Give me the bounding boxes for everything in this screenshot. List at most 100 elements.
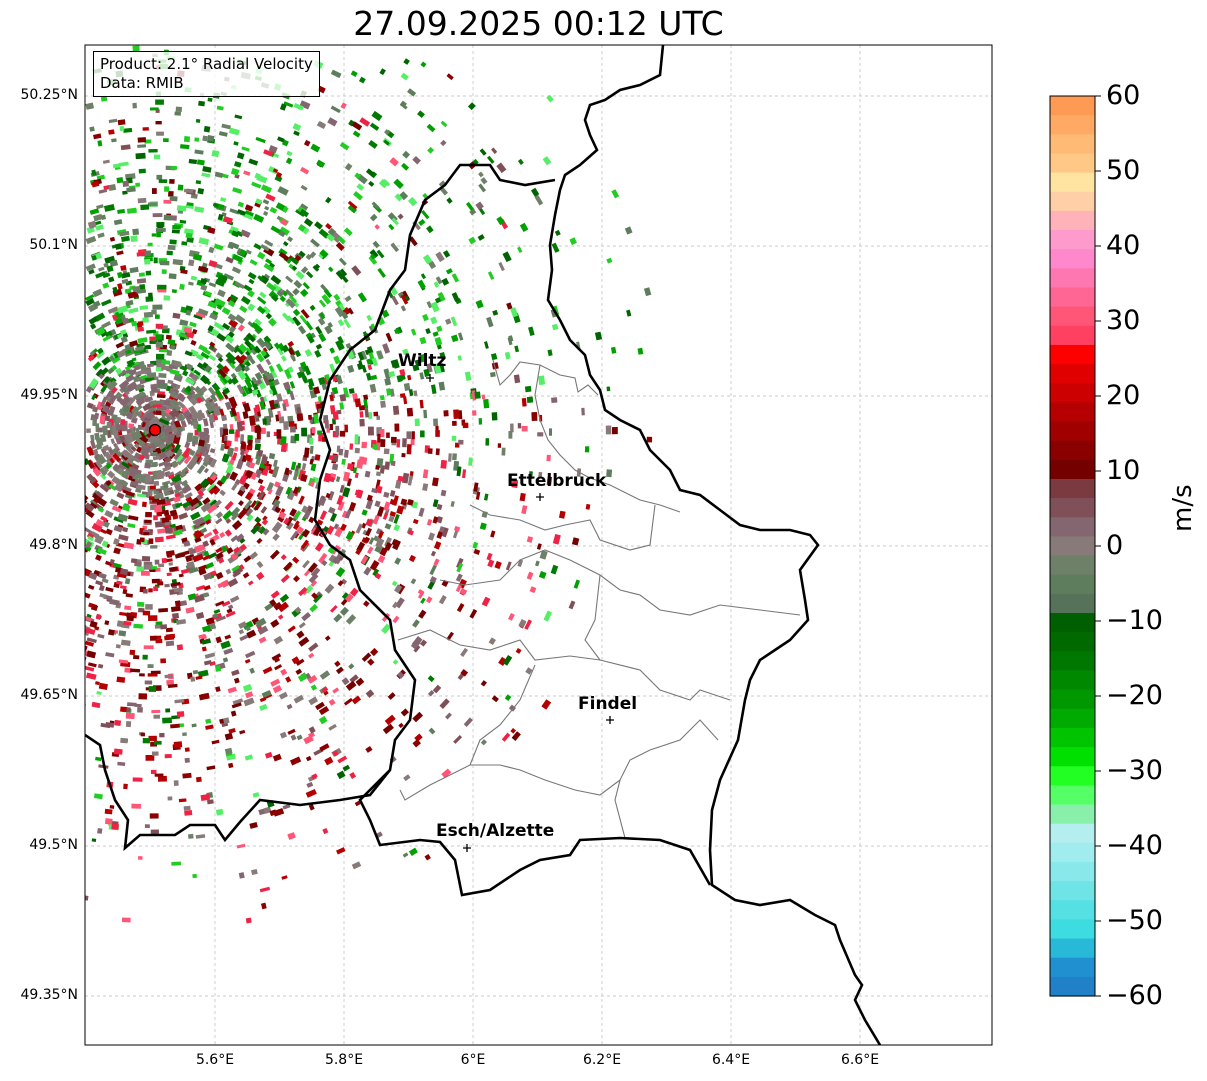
velocity-echo bbox=[211, 410, 219, 421]
velocity-echo bbox=[402, 150, 411, 159]
velocity-echo bbox=[364, 408, 369, 418]
velocity-echo bbox=[383, 501, 391, 512]
velocity-echo bbox=[185, 606, 195, 614]
velocity-echo bbox=[339, 484, 345, 493]
velocity-echo bbox=[91, 169, 97, 176]
velocity-echo bbox=[232, 187, 243, 194]
velocity-echo bbox=[229, 241, 240, 250]
colorbar-segment bbox=[1050, 632, 1095, 652]
velocity-echo bbox=[214, 171, 224, 178]
velocity-echo bbox=[162, 486, 174, 494]
velocity-echo bbox=[287, 347, 296, 357]
velocity-echo bbox=[277, 186, 289, 196]
lat-tick: 49.95°N bbox=[20, 387, 78, 403]
velocity-echo bbox=[349, 443, 354, 450]
velocity-echo bbox=[99, 483, 110, 493]
velocity-echo bbox=[131, 357, 137, 362]
velocity-echo bbox=[192, 669, 199, 675]
velocity-echo bbox=[343, 697, 353, 706]
velocity-echo bbox=[257, 525, 267, 535]
velocity-echo bbox=[256, 560, 264, 569]
velocity-echo bbox=[483, 398, 490, 409]
velocity-echo bbox=[256, 305, 266, 315]
velocity-echo bbox=[478, 418, 483, 425]
velocity-echo bbox=[230, 376, 239, 385]
velocity-echo bbox=[209, 312, 219, 321]
velocity-echo bbox=[199, 431, 204, 440]
velocity-echo bbox=[85, 297, 95, 307]
velocity-echo bbox=[102, 520, 110, 528]
velocity-echo bbox=[276, 347, 284, 356]
velocity-echo bbox=[278, 251, 290, 261]
velocity-echo bbox=[202, 555, 211, 561]
velocity-echo bbox=[363, 536, 371, 543]
velocity-echo bbox=[192, 328, 198, 335]
velocity-echo bbox=[232, 567, 244, 577]
velocity-echo bbox=[143, 564, 153, 570]
velocity-echo bbox=[282, 381, 291, 390]
velocity-echo bbox=[611, 189, 620, 199]
velocity-echo bbox=[243, 385, 250, 395]
velocity-echo bbox=[268, 145, 278, 154]
velocity-echo bbox=[163, 214, 172, 221]
velocity-echo bbox=[207, 226, 216, 234]
velocity-echo bbox=[231, 702, 242, 709]
velocity-echo bbox=[85, 504, 89, 513]
velocity-echo bbox=[317, 317, 326, 326]
velocity-echo bbox=[234, 281, 245, 289]
velocity-echo bbox=[361, 509, 368, 516]
velocity-echo bbox=[212, 202, 219, 208]
velocity-echo bbox=[436, 503, 443, 511]
velocity-echo bbox=[548, 428, 553, 436]
velocity-echo bbox=[330, 232, 342, 244]
velocity-echo bbox=[311, 592, 319, 600]
velocity-echo bbox=[195, 311, 206, 319]
velocity-echo bbox=[143, 311, 154, 318]
velocity-echo bbox=[414, 359, 421, 367]
canton-boundaries bbox=[584, 574, 601, 661]
velocity-echo bbox=[339, 141, 350, 151]
map-title: 27.09.2025 00:12 UTC bbox=[353, 4, 724, 43]
velocity-echo bbox=[173, 361, 183, 368]
velocity-echo bbox=[163, 481, 169, 489]
velocity-echo bbox=[94, 220, 102, 226]
velocity-echo bbox=[505, 561, 512, 571]
velocity-echo bbox=[332, 687, 340, 694]
velocity-echo bbox=[324, 635, 331, 642]
velocity-echo bbox=[252, 322, 264, 334]
velocity-echo bbox=[255, 198, 263, 205]
velocity-echo bbox=[282, 206, 289, 213]
velocity-echo bbox=[323, 414, 329, 422]
velocity-echo bbox=[160, 658, 167, 664]
velocity-echo bbox=[348, 119, 355, 127]
velocity-echo bbox=[217, 289, 226, 298]
velocity-echo bbox=[206, 765, 216, 771]
velocity-echo bbox=[203, 659, 212, 666]
velocity-echo bbox=[225, 351, 237, 363]
velocity-echo bbox=[367, 412, 373, 420]
velocity-echo bbox=[377, 555, 386, 564]
colorbar-segment bbox=[1050, 364, 1095, 384]
velocity-echo bbox=[158, 418, 170, 426]
velocity-echo bbox=[354, 800, 361, 807]
velocity-echo bbox=[385, 332, 393, 343]
velocity-echo bbox=[422, 313, 429, 322]
velocity-echo bbox=[200, 793, 211, 802]
velocity-echo bbox=[433, 363, 442, 374]
colorbar-segment bbox=[1050, 191, 1095, 212]
velocity-echo bbox=[163, 295, 171, 301]
velocity-echo bbox=[367, 364, 373, 371]
velocity-echo bbox=[344, 509, 352, 519]
velocity-echo bbox=[167, 339, 176, 346]
velocity-echo bbox=[327, 547, 335, 555]
velocity-echo bbox=[436, 516, 443, 524]
velocity-echo bbox=[202, 418, 209, 427]
velocity-echo bbox=[285, 275, 294, 284]
velocity-echo bbox=[423, 409, 428, 419]
velocity-echo bbox=[121, 385, 128, 392]
velocity-echo bbox=[626, 309, 632, 317]
velocity-echo bbox=[128, 307, 139, 314]
velocity-echo bbox=[194, 516, 205, 527]
velocity-echo bbox=[185, 309, 192, 316]
velocity-echo bbox=[125, 490, 135, 497]
